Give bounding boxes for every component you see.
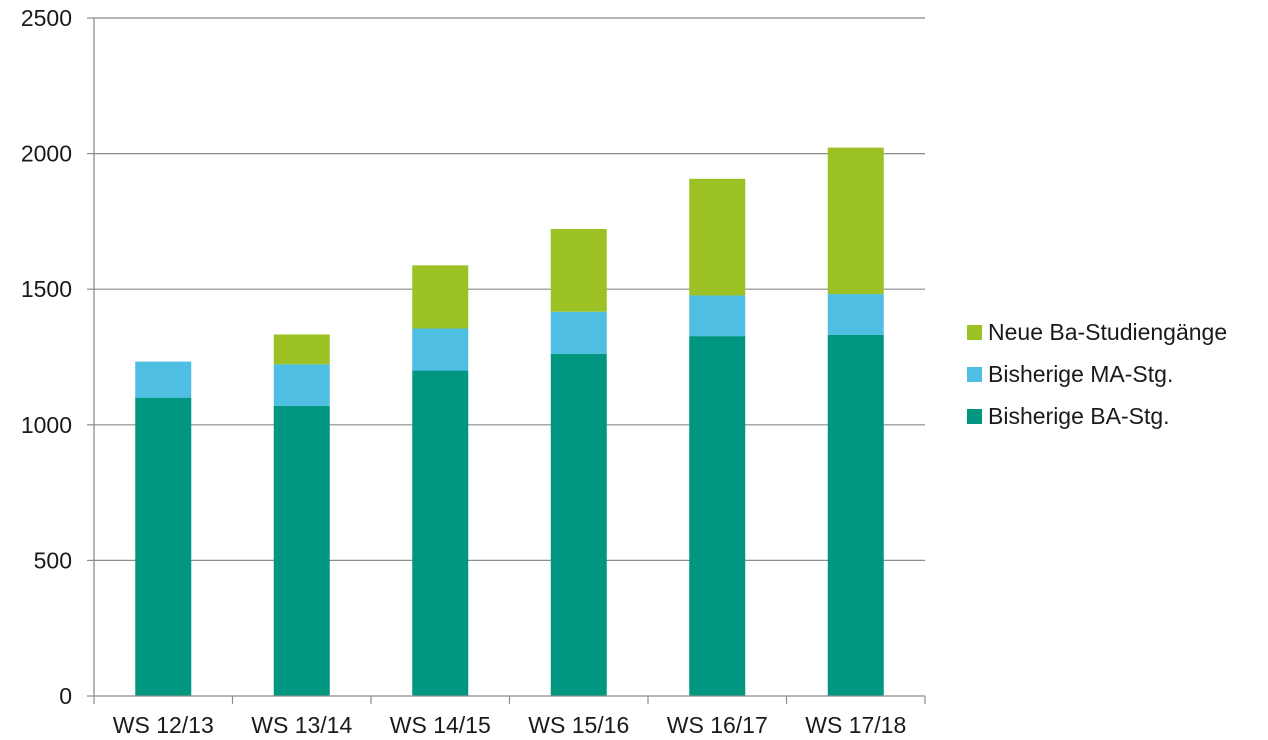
- bar-segment: [412, 370, 469, 696]
- legend-label: Bisherige MA-Stg.: [988, 361, 1174, 387]
- bar-segment: [412, 328, 469, 371]
- legend-item: Bisherige MA-Stg.: [967, 353, 1267, 395]
- x-tick-label: WS 12/13: [113, 712, 214, 738]
- bar-segment: [273, 334, 330, 365]
- x-tick-label: WS 17/18: [805, 712, 906, 738]
- y-tick-label: 0: [59, 683, 72, 709]
- legend-label: Neue Ba-Studiengänge: [988, 319, 1228, 345]
- y-tick-label: 1500: [21, 276, 72, 302]
- bar-segment: [273, 364, 330, 406]
- bar-segment: [689, 178, 746, 296]
- bar-segment: [827, 334, 884, 696]
- bar-segment: [135, 397, 192, 696]
- legend-item: Neue Ba-Studiengänge: [967, 311, 1267, 353]
- bar-segment: [550, 228, 607, 312]
- bar-segment: [827, 294, 884, 335]
- bar-segment: [689, 336, 746, 696]
- y-tick-label: 2500: [21, 5, 72, 31]
- legend-label: Bisherige BA-Stg.: [988, 403, 1170, 429]
- bar-segment: [412, 265, 469, 329]
- bar-segment: [135, 361, 192, 398]
- x-tick-label: WS 15/16: [528, 712, 629, 738]
- bar-segment: [550, 353, 607, 696]
- axes: [93, 18, 925, 697]
- y-tick-label: 2000: [21, 141, 72, 167]
- bar-segment: [689, 295, 746, 337]
- legend-swatch: [967, 324, 982, 340]
- x-tick-label: WS 13/14: [251, 712, 352, 738]
- legend-swatch: [967, 366, 982, 382]
- y-tick-label: 500: [34, 547, 72, 573]
- x-tick-label: WS 14/15: [390, 712, 491, 738]
- bar-segment: [827, 147, 884, 295]
- legend: Neue Ba-Studiengänge Bisherige MA-Stg. Bis…: [967, 311, 1267, 437]
- y-axis-ticks: 0 500 1000 1500 2000 2500: [21, 5, 94, 709]
- y-tick-label: 1000: [21, 412, 72, 438]
- x-tick-label: WS 16/17: [667, 712, 768, 738]
- x-axis-ticks: WS 12/13 WS 13/14 WS 14/15 WS 15/16 WS 16/17…: [93, 696, 926, 738]
- legend-item: Bisherige BA-Stg.: [967, 395, 1267, 437]
- bar-segment: [550, 311, 607, 354]
- bars: [135, 147, 884, 696]
- gridlines: [94, 17, 925, 562]
- bar-segment: [273, 405, 330, 696]
- legend-swatch: [967, 408, 982, 424]
